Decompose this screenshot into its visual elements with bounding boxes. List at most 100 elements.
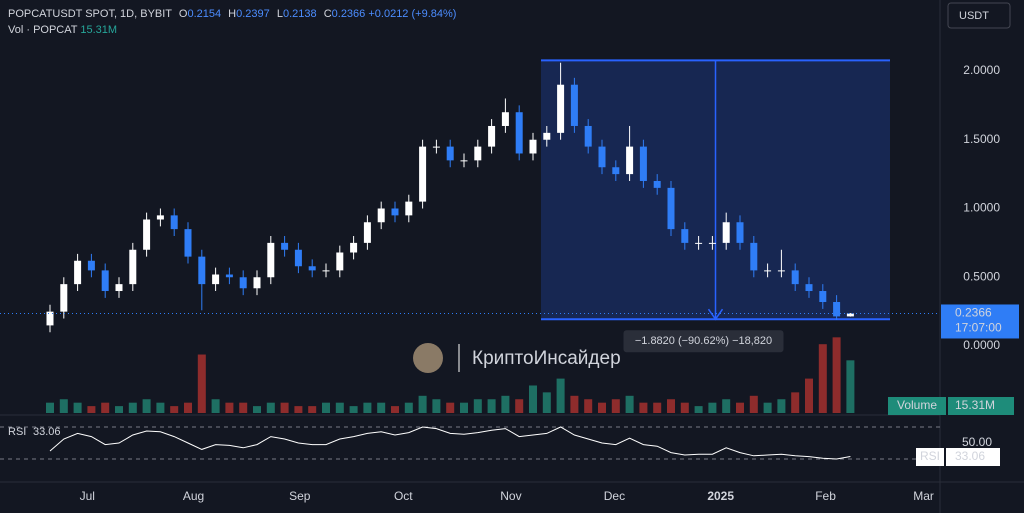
- candle-body: [791, 270, 799, 285]
- rsi-line: [49, 426, 851, 460]
- candle-body: [198, 256, 206, 285]
- candle-body: [667, 187, 675, 230]
- candle-body: [405, 201, 413, 216]
- candle-body: [777, 270, 785, 272]
- volume-bar: [736, 402, 744, 413]
- volume-bar: [846, 360, 855, 413]
- open-value: 0.2154: [187, 8, 222, 20]
- candle-body: [281, 242, 289, 250]
- volume-bar: [211, 399, 220, 413]
- candle-body: [322, 270, 330, 272]
- volume-bar: [308, 406, 317, 413]
- ohlc-label: H: [228, 8, 237, 20]
- x-tick-label: Oct: [394, 489, 413, 503]
- volume-bar: [225, 402, 234, 413]
- rsi-value: 33.06: [955, 449, 985, 463]
- y-tick-label: 0.0000: [963, 338, 1000, 352]
- legend-header: POPCATUSDT SPOT, 1D, BYBIT O0.2154 H0.23…: [8, 6, 456, 38]
- volume-bar: [253, 406, 261, 413]
- high-value: 0.2397: [236, 8, 270, 20]
- candle-body: [846, 313, 854, 317]
- candle-body: [805, 284, 813, 292]
- candle-body: [681, 229, 689, 243]
- watermark: КриптоИнсайдер: [472, 348, 621, 369]
- volume-value-box: [948, 397, 1014, 415]
- volume-bar: [239, 402, 248, 413]
- volume-bar: [197, 354, 206, 413]
- rsi-title-value: 33.06: [33, 426, 61, 438]
- candle-body: [819, 291, 827, 303]
- candle-body: [391, 208, 399, 216]
- candle-body: [501, 112, 509, 126]
- price-label: 0.2366: [955, 306, 992, 320]
- ohlc-label: O: [178, 8, 188, 20]
- volume-bar: [87, 406, 96, 413]
- volume-bar: [363, 402, 372, 413]
- volume-bar: [446, 402, 455, 413]
- currency[interactable]: USDT: [959, 10, 989, 22]
- ohlc-label: C: [323, 8, 332, 20]
- candle-body: [115, 284, 123, 292]
- candle-body: [460, 160, 468, 162]
- volume-title: Vol · POPCAT: [8, 24, 78, 36]
- x-tick-label: 2025: [707, 489, 734, 503]
- y-tick-label: 1.0000: [963, 201, 1000, 215]
- y-tick-label: 1.5000: [963, 132, 1000, 146]
- volume-bar: [156, 402, 165, 413]
- symbol: POPCATUSDT SPOT, 1D, BYBIT: [8, 8, 172, 20]
- volume-bar: [653, 402, 662, 413]
- candle-body: [584, 125, 592, 147]
- candle-body: [833, 302, 841, 317]
- candle-body: [60, 284, 68, 312]
- volume-bar: [142, 399, 151, 413]
- volume-bar: [791, 392, 800, 413]
- volume-bar: [749, 395, 758, 413]
- candle-body: [598, 146, 606, 168]
- volume-name-box: [888, 397, 946, 415]
- candle-body: [239, 277, 247, 289]
- x-tick-label: Feb: [815, 489, 836, 503]
- volume-bar: [515, 399, 524, 413]
- volume-bar: [832, 337, 841, 413]
- volume-bar: [639, 402, 648, 413]
- volume-bar: [404, 402, 413, 413]
- candle-body: [143, 219, 151, 250]
- candle-body: [446, 146, 454, 161]
- x-tick-label: Aug: [183, 489, 204, 503]
- measure-label-box: [623, 330, 784, 353]
- volume-bar: [556, 378, 565, 413]
- volume-value: 15.31M: [955, 398, 995, 412]
- volume-bar: [818, 344, 827, 413]
- y-tick-label: 2.0000: [963, 63, 1000, 77]
- volume-legend: Vol · POPCAT 15.31M: [8, 22, 456, 38]
- volume-bar: [680, 402, 689, 413]
- volume-bar: [722, 399, 731, 413]
- volume-bar: [59, 399, 68, 413]
- volume-name: Volume: [897, 398, 937, 412]
- volume-bar: [777, 399, 786, 413]
- candle-body: [557, 84, 565, 133]
- candle-body: [87, 260, 95, 271]
- volume-bar: [625, 395, 634, 413]
- candle-body: [474, 146, 482, 161]
- volume-bar: [529, 385, 537, 413]
- volume-bar: [570, 395, 579, 413]
- candle-body: [267, 242, 275, 278]
- currency-button[interactable]: [947, 2, 1011, 29]
- volume-bar: [501, 395, 510, 413]
- candle-body: [722, 222, 730, 243]
- volume-bar: [73, 402, 82, 413]
- volume-bar: [598, 402, 606, 413]
- candle-body: [46, 311, 54, 326]
- volume-bar: [128, 402, 137, 413]
- candle-body: [515, 112, 523, 154]
- volume-bar: [335, 402, 344, 413]
- price-label-box: [941, 304, 1019, 339]
- volume-bar: [763, 402, 772, 413]
- change: +0.0212 (+9.84%): [368, 8, 457, 20]
- candle-body: [529, 139, 537, 154]
- rsi-value-box: [946, 448, 1000, 466]
- volume-bar: [101, 402, 110, 413]
